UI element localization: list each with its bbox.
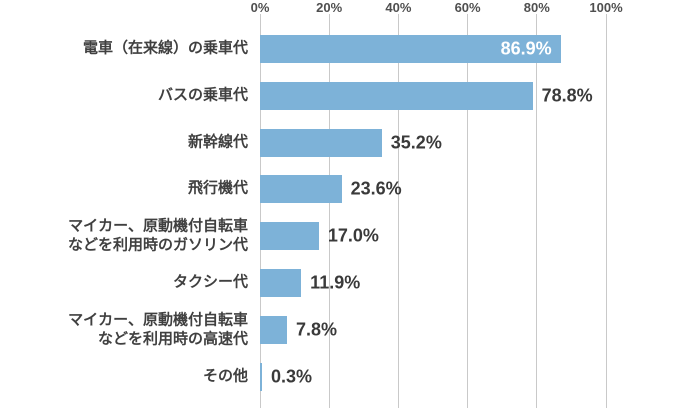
bar-area: 78.8% [260,81,606,110]
value-label: 23.6% [350,178,402,199]
category-label: マイカー、原動機付自転車 などを利用時のガソリン代 [67,217,248,254]
grid-line [259,14,261,408]
bar [260,222,319,251]
category-label: 飛行機代 [187,180,248,198]
value-label: 0.3% [271,366,313,387]
bar-area: 86.9% [260,35,606,63]
bar-area: 7.8% [260,315,606,344]
x-axis-tick-label: 0% [250,0,270,15]
category-label: 新幹線代 [187,133,248,151]
bar-area: 0.3% [260,362,606,391]
bar [260,128,382,157]
x-axis-tick-label: 60% [454,0,481,15]
value-label: 11.9% [310,272,361,293]
bar [260,269,302,297]
category-label: マイカー、原動機付自転車 などを利用時の高速代 [68,311,248,347]
bar-row: その他 0.3% [0,362,680,391]
grid-line [605,14,607,408]
category-label: タクシー代 [172,273,248,291]
bar [260,362,262,391]
category-label: 電車（在来線）の乗車代 [82,39,248,57]
bar [260,175,342,204]
grid-line [328,14,330,408]
bar [260,35,561,63]
x-axis-tick-label: 40% [385,0,412,15]
bar-row: タクシー代 11.9% [0,269,680,297]
x-axis-tick-label: 100% [589,0,623,15]
value-label: 78.8% [541,85,593,106]
bar-row: バスの乗車代 78.8% [0,81,680,110]
x-axis-tick-label: 80% [523,0,550,15]
bar-row: 新幹線代 35.2% [0,128,680,157]
value-label: 17.0% [327,225,379,246]
category-label: バスの乗車代 [157,86,248,104]
bar-row: マイカー、原動機付自転車 などを利用時のガソリン代 17.0% [0,217,680,253]
bar-row: 飛行機代 23.6% [0,175,680,204]
value-label: 86.9% [500,38,552,59]
x-axis-tick-label: 20% [316,0,343,15]
value-label: 7.8% [295,319,338,340]
category-label: その他 [202,367,248,385]
bar-row: マイカー、原動機付自転車 などを利用時の高速代 7.8% [0,311,680,347]
bar [260,315,287,344]
bar-area: 23.6% [260,175,606,204]
value-label: 35.2% [390,132,442,153]
bar [260,81,533,110]
grid-line [467,14,469,408]
bar-area: 11.9% [260,269,606,297]
grid-line [397,14,399,408]
bar-area: 17.0% [260,222,606,251]
bar-row: 電車（在来線）の乗車代 86.9% [0,35,680,63]
bar-area: 35.2% [260,128,606,157]
grid-line [536,14,538,408]
